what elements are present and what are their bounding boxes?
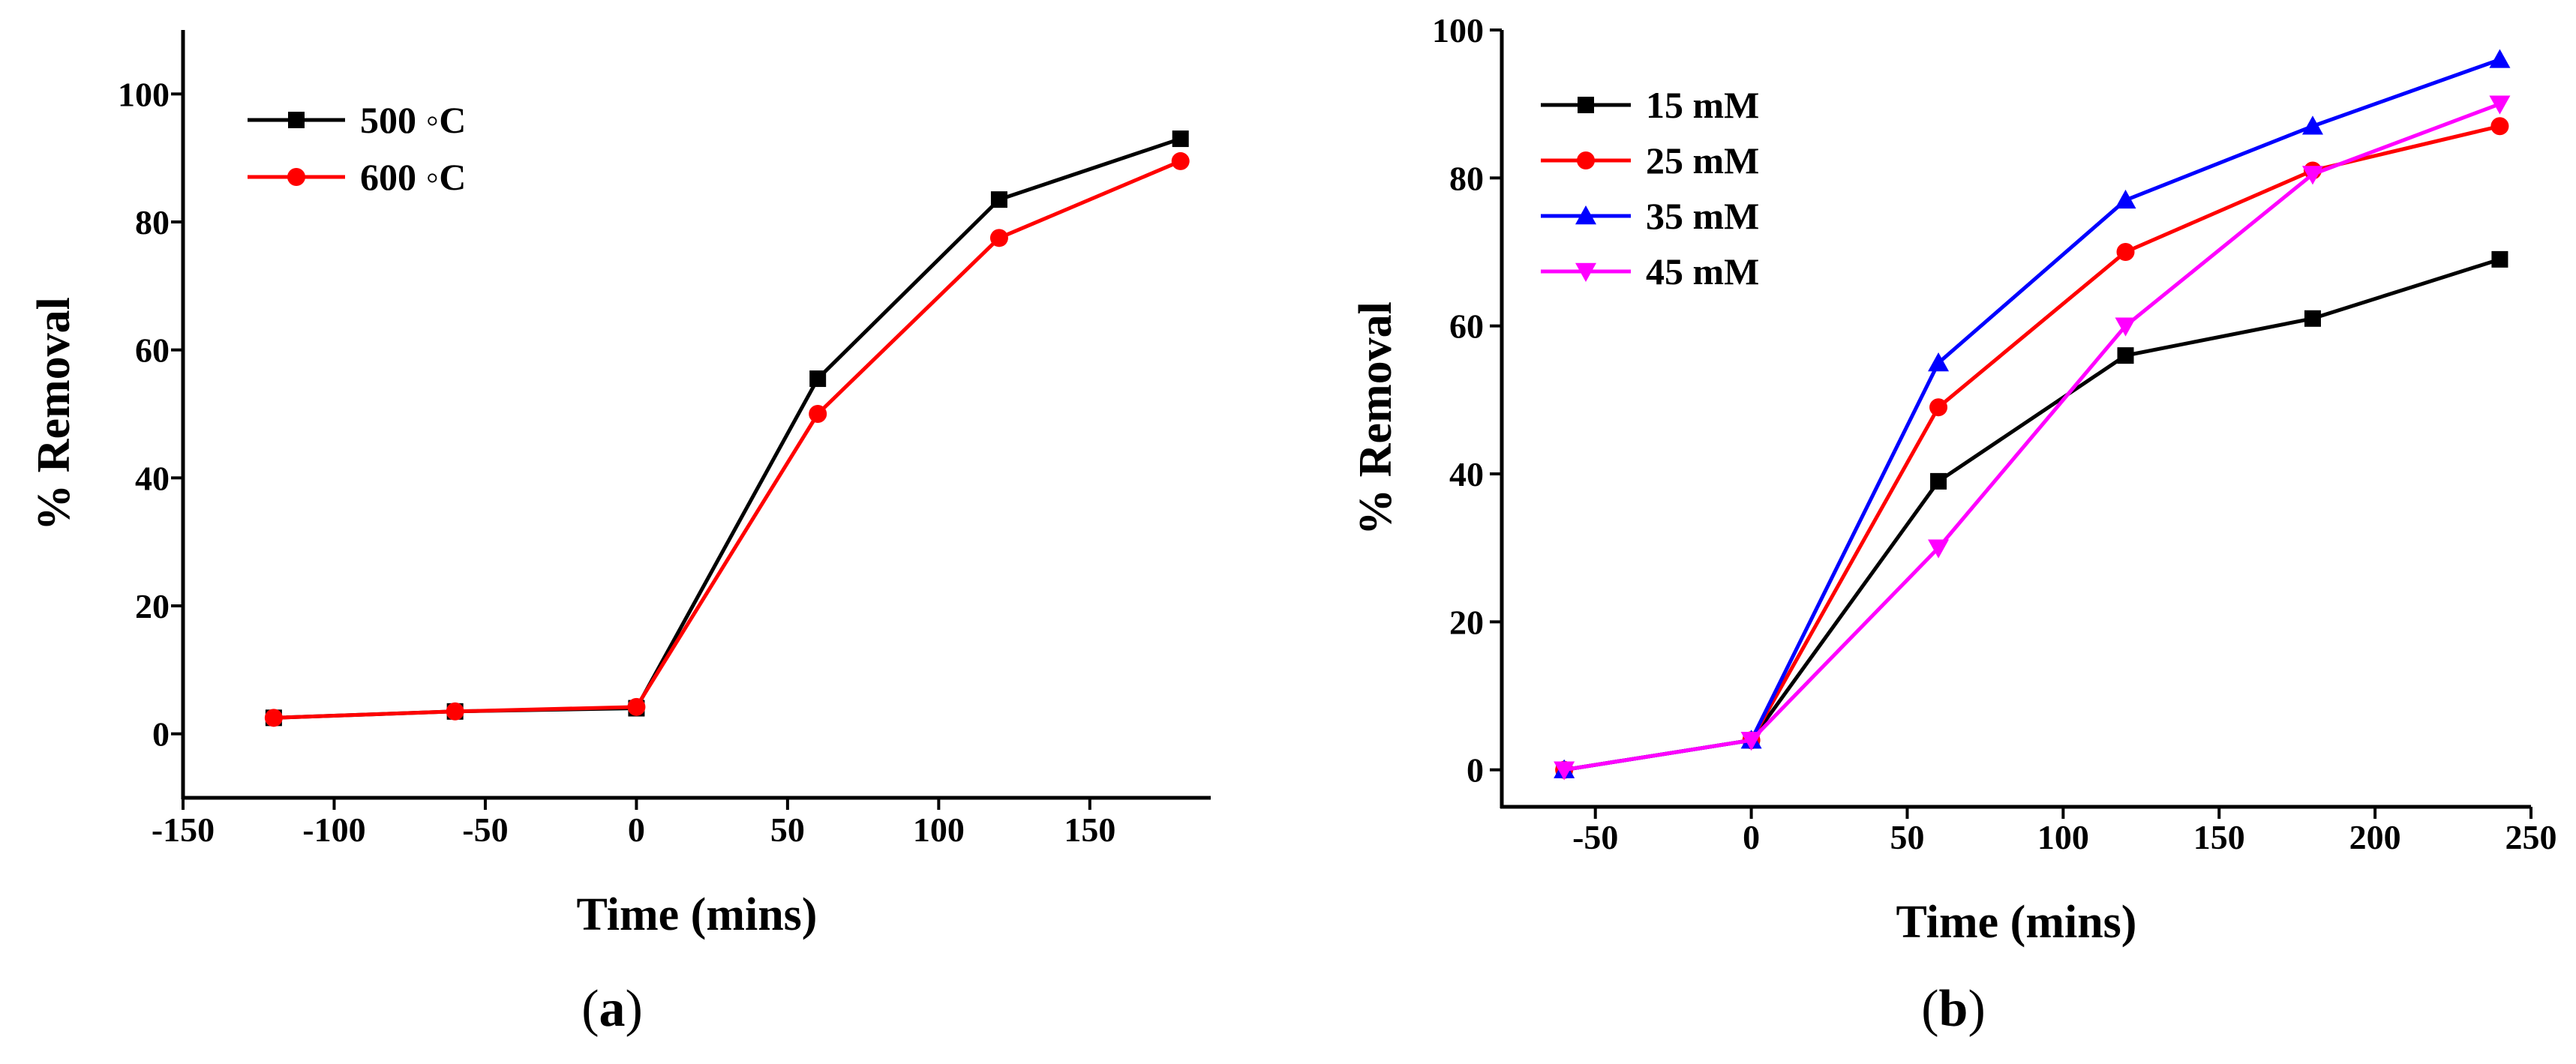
legend-label: 15 mM [1646,84,1759,126]
x-tick-label: 50 [1890,818,1924,856]
data-point [446,702,464,721]
data-point [989,229,1008,247]
y-tick-label: 60 [1449,307,1484,346]
x-axis-title: Time (mins) [1896,897,2137,948]
x-tick-label: 200 [2349,818,2401,856]
data-point [990,191,1007,208]
legend-label: 35 mM [1646,195,1759,237]
x-tick-label: -100 [302,811,365,849]
series-line [273,159,1181,720]
y-tick-label: 20 [135,587,170,625]
data-point [1740,732,1762,751]
data-point [1171,151,1190,170]
panel-label-a: (a) [581,980,643,1038]
legend-marker [287,168,305,186]
y-tick-label: 80 [135,203,170,241]
chart-a: -150 -100 -50 0 50 100 150 0 20 40 60 80 100 Time (mi… [29,30,1211,940]
legend-label: 45 mM [1646,250,1759,292]
data-point [2117,347,2134,364]
x-tick-label: 0 [628,811,645,849]
y-tick-label: 0 [152,715,170,754]
y-tick-label: 40 [135,459,170,497]
x-tick-label: -150 [152,811,215,849]
data-point [2116,243,2135,261]
y-tick-label: 0 [1467,751,1484,790]
y-tick-label: 80 [1449,159,1484,197]
data-point [2301,115,2323,135]
legend-marker [288,112,305,128]
x-tick-label: 100 [913,811,965,849]
data-point [627,697,646,716]
series-2 [264,151,1190,727]
series-1 [265,130,1189,727]
y-tick-label: 20 [1449,603,1484,641]
y-axis-title: % Removal [1350,301,1401,535]
data-point [264,709,283,727]
series-line [1563,102,2501,772]
legend-marker [1575,205,1596,225]
data-point [2490,117,2509,136]
legend: 15 mM 25 mM 35 mM 45 mM [1541,84,1759,292]
data-point [809,370,827,388]
y-tick-label: 60 [135,331,170,370]
data-point [1928,539,1950,559]
data-point [2115,189,2136,209]
data-point [809,405,827,423]
x-tick-label: -50 [1572,818,1618,856]
data-point [1928,352,1950,372]
legend-marker [1575,262,1596,282]
data-point [1172,130,1189,148]
data-point [1554,761,1575,781]
y-tick-label: 100 [118,75,170,113]
legend-marker [1578,97,1594,113]
x-tick-label: 100 [2037,818,2089,856]
x-axis-title: Time (mins) [577,889,818,940]
y-axis-title: % Removal [29,297,80,531]
legend-label: 25 mM [1646,139,1759,181]
x-tick-label: 150 [2193,818,2245,856]
data-point [2115,317,2136,337]
legend: 500 ◦C 600 ◦C [248,99,466,198]
x-tick-label: 0 [1743,818,1760,856]
chart-b: -50 0 50 100 150 200 250 0 20 40 60 80 100 Time (mins… [1350,11,2557,948]
y-tick-label: 40 [1449,455,1484,493]
data-point [2489,49,2511,68]
data-point [1929,398,1948,417]
legend-label: 500 ◦C [360,99,466,141]
y-tick-label: 100 [1432,11,1484,49]
series-line [273,136,1181,720]
x-tick-label: 50 [770,811,805,849]
legend-label: 600 ◦C [360,156,466,198]
data-point [2491,250,2508,268]
data-point [2304,310,2321,327]
x-tick-label: 150 [1064,811,1115,849]
x-tick-label: -50 [462,811,508,849]
data-point [2301,166,2323,185]
panel-label-b: (b) [1921,980,1986,1038]
data-point [2489,95,2511,115]
x-tick-label: 250 [2505,818,2557,856]
series-4 [1554,95,2511,781]
legend-marker [1577,151,1595,169]
data-point [1930,472,1947,490]
series-line [1563,257,2501,772]
